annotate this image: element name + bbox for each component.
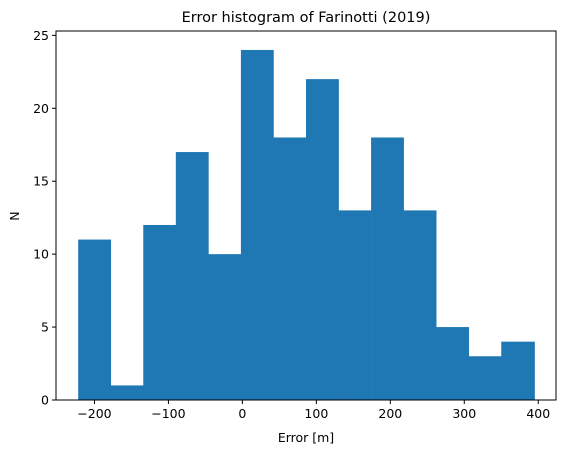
- y-tick-label: 0: [41, 393, 49, 408]
- histogram-bar: [501, 341, 535, 400]
- histogram-bar: [403, 210, 437, 400]
- y-tick-label: 20: [33, 101, 49, 116]
- x-axis-label: Error [m]: [278, 430, 334, 445]
- chart-title: Error histogram of Farinotti (2019): [182, 10, 431, 26]
- histogram-bar: [175, 152, 209, 400]
- histogram-bar: [306, 79, 339, 400]
- x-tick-label: 0: [238, 406, 246, 421]
- histogram-bar: [78, 239, 112, 400]
- histogram-bar: [143, 224, 177, 400]
- y-tick-label: 5: [41, 320, 49, 335]
- x-tick-label: 200: [378, 406, 402, 421]
- y-tick-label: 25: [33, 28, 49, 43]
- y-axis-ticks: 0 5 10 15 20 25: [33, 28, 56, 408]
- y-tick-label: 10: [33, 247, 49, 262]
- histogram-bar: [208, 254, 242, 400]
- histogram-bar: [371, 137, 404, 401]
- x-tick-label: 100: [304, 406, 328, 421]
- x-tick-label: −100: [151, 406, 185, 421]
- histogram-bar: [468, 356, 502, 400]
- histogram-bar: [436, 327, 470, 400]
- histogram-bar: [273, 137, 307, 401]
- x-tick-label: −200: [77, 406, 111, 421]
- histogram-bar: [110, 385, 144, 400]
- bars-group: [78, 49, 535, 401]
- x-tick-label: 300: [452, 406, 476, 421]
- y-axis-label: N: [7, 211, 22, 220]
- histogram-bar: [240, 49, 274, 400]
- x-axis-ticks: −200 −100 0 100 200 300 400: [77, 400, 550, 421]
- x-tick-label: 400: [526, 406, 550, 421]
- plot-frame: [55, 30, 557, 401]
- y-tick-label: 15: [33, 174, 49, 189]
- histogram-bar: [338, 210, 372, 400]
